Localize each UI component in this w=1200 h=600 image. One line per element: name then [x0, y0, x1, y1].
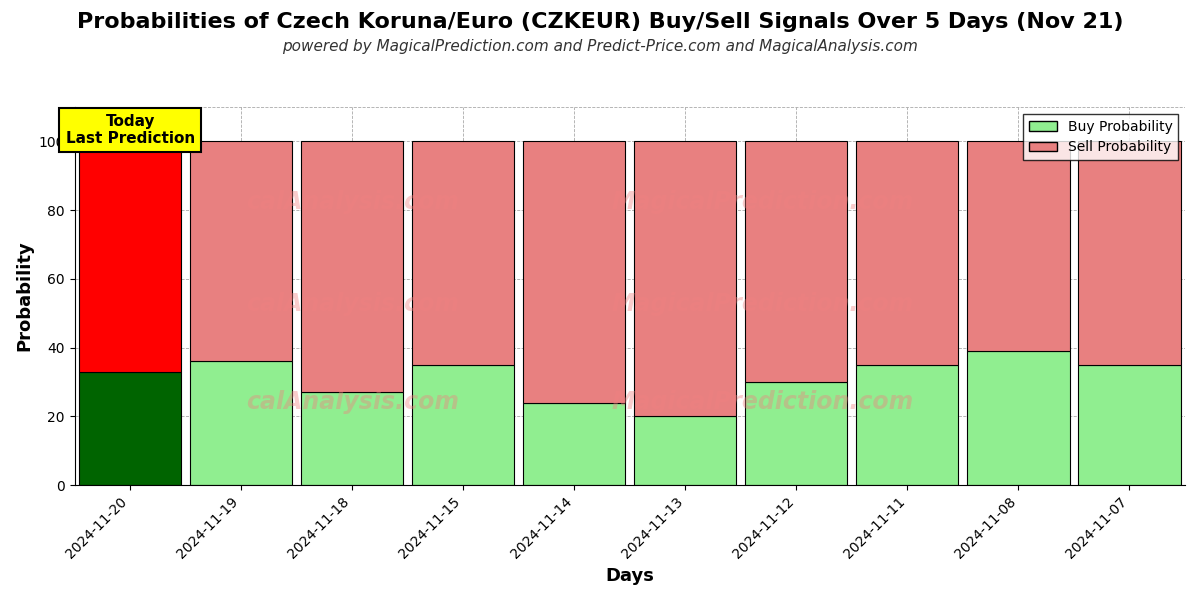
Text: MagicalPrediction.com: MagicalPrediction.com: [612, 292, 914, 316]
Bar: [79, 142, 181, 371]
Bar: [523, 403, 625, 485]
Bar: [301, 142, 403, 392]
Bar: [1079, 365, 1181, 485]
Text: Today
Last Prediction: Today Last Prediction: [66, 114, 194, 146]
Bar: [412, 365, 515, 485]
Y-axis label: Probability: Probability: [16, 241, 34, 352]
Bar: [412, 142, 515, 365]
Bar: [190, 142, 293, 361]
Text: calAnalysis.com: calAnalysis.com: [246, 292, 458, 316]
Text: MagicalPrediction.com: MagicalPrediction.com: [612, 390, 914, 414]
Text: calAnalysis.com: calAnalysis.com: [246, 390, 458, 414]
Text: powered by MagicalPrediction.com and Predict-Price.com and MagicalAnalysis.com: powered by MagicalPrediction.com and Pre…: [282, 39, 918, 54]
Bar: [1079, 142, 1181, 365]
Bar: [857, 365, 959, 485]
Bar: [857, 142, 959, 365]
Bar: [79, 371, 181, 485]
Legend: Buy Probability, Sell Probability: Buy Probability, Sell Probability: [1024, 114, 1178, 160]
Text: calAnalysis.com: calAnalysis.com: [246, 190, 458, 214]
Bar: [635, 142, 737, 416]
Text: Probabilities of Czech Koruna/Euro (CZKEUR) Buy/Sell Signals Over 5 Days (Nov 21: Probabilities of Czech Koruna/Euro (CZKE…: [77, 12, 1123, 32]
Bar: [301, 392, 403, 485]
Bar: [967, 351, 1069, 485]
Bar: [523, 142, 625, 403]
X-axis label: Days: Days: [605, 567, 654, 585]
Bar: [967, 142, 1069, 351]
Bar: [745, 382, 847, 485]
Bar: [635, 416, 737, 485]
Bar: [190, 361, 293, 485]
Bar: [745, 142, 847, 382]
Text: MagicalPrediction.com: MagicalPrediction.com: [612, 190, 914, 214]
